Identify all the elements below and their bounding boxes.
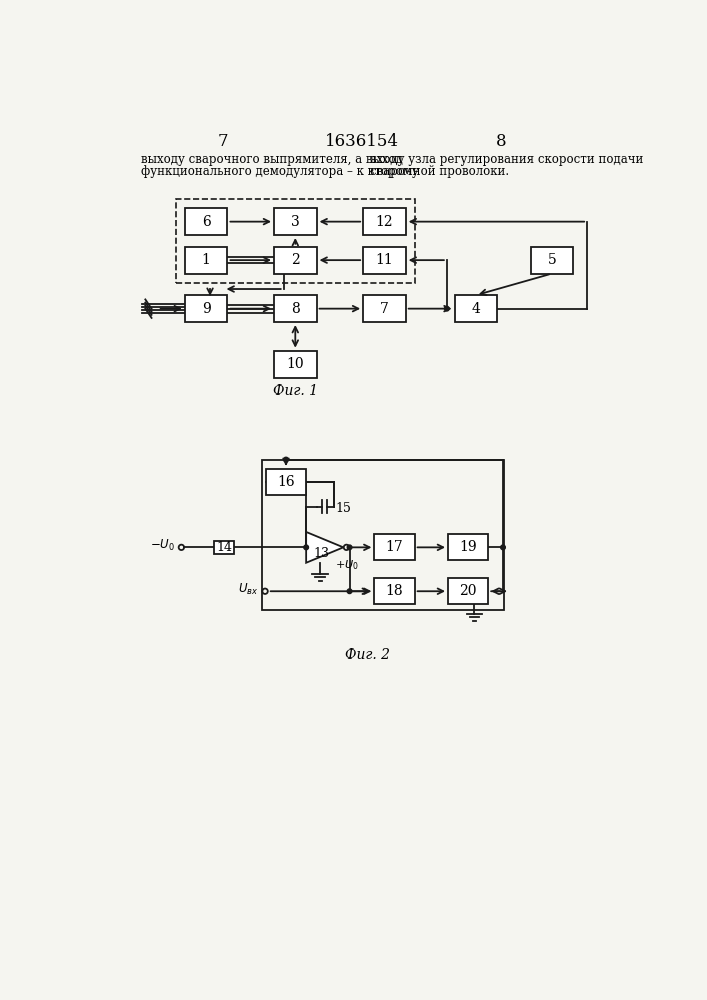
Text: 16: 16 bbox=[277, 475, 295, 489]
Text: 10: 10 bbox=[286, 357, 304, 371]
Text: 3: 3 bbox=[291, 215, 300, 229]
Bar bbox=[274, 208, 317, 235]
Text: 20: 20 bbox=[460, 584, 477, 598]
Bar bbox=[175, 199, 415, 283]
Text: сварочной проволоки.: сварочной проволоки. bbox=[370, 165, 509, 178]
Text: 11: 11 bbox=[375, 253, 393, 267]
Text: 7: 7 bbox=[380, 302, 389, 316]
Bar bbox=[530, 247, 573, 274]
Text: Фиг. 2: Фиг. 2 bbox=[345, 648, 390, 662]
Text: 14: 14 bbox=[216, 541, 232, 554]
Bar bbox=[185, 247, 228, 274]
Bar bbox=[374, 534, 414, 560]
Text: 12: 12 bbox=[375, 215, 393, 229]
Bar bbox=[363, 247, 406, 274]
Text: 6: 6 bbox=[201, 215, 211, 229]
Text: 17: 17 bbox=[385, 540, 404, 554]
Text: 18: 18 bbox=[386, 584, 403, 598]
Circle shape bbox=[347, 589, 352, 594]
Bar bbox=[185, 208, 228, 235]
Circle shape bbox=[284, 457, 288, 462]
Text: 15: 15 bbox=[336, 502, 351, 515]
Text: 9: 9 bbox=[201, 302, 211, 316]
Text: $U_{вх}$: $U_{вх}$ bbox=[238, 582, 259, 597]
Bar bbox=[274, 295, 317, 322]
Circle shape bbox=[501, 545, 506, 550]
Text: функционального демодулятора – к второму: функционального демодулятора – к второму bbox=[141, 165, 419, 178]
Text: 13: 13 bbox=[314, 547, 329, 560]
Circle shape bbox=[304, 545, 308, 550]
Text: 1636154: 1636154 bbox=[325, 133, 399, 150]
Text: 5: 5 bbox=[547, 253, 556, 267]
Text: 1: 1 bbox=[201, 253, 211, 267]
Bar bbox=[214, 541, 234, 554]
Bar bbox=[448, 578, 489, 604]
Text: 4: 4 bbox=[472, 302, 480, 316]
Text: входу узла регулирования скорости подачи: входу узла регулирования скорости подачи bbox=[370, 153, 643, 166]
Text: 7: 7 bbox=[217, 133, 228, 150]
Text: 8: 8 bbox=[291, 302, 300, 316]
Polygon shape bbox=[306, 532, 344, 563]
Circle shape bbox=[445, 306, 449, 311]
Bar bbox=[262, 460, 504, 610]
Text: $+U_0$: $+U_0$ bbox=[334, 558, 358, 572]
Circle shape bbox=[347, 545, 352, 550]
Bar bbox=[363, 208, 406, 235]
Text: 2: 2 bbox=[291, 253, 300, 267]
Bar bbox=[185, 295, 228, 322]
Bar bbox=[266, 469, 306, 495]
Bar bbox=[274, 351, 317, 378]
Text: Фиг. 1: Фиг. 1 bbox=[273, 384, 318, 398]
Text: $-U_0$: $-U_0$ bbox=[150, 538, 175, 553]
Text: 19: 19 bbox=[460, 540, 477, 554]
Bar bbox=[455, 295, 497, 322]
Bar bbox=[448, 534, 489, 560]
Text: выходу сварочного выпрямителя, а выход: выходу сварочного выпрямителя, а выход bbox=[141, 153, 403, 166]
Bar bbox=[374, 578, 414, 604]
Bar bbox=[274, 247, 317, 274]
Bar bbox=[363, 295, 406, 322]
Text: 8: 8 bbox=[496, 133, 507, 150]
